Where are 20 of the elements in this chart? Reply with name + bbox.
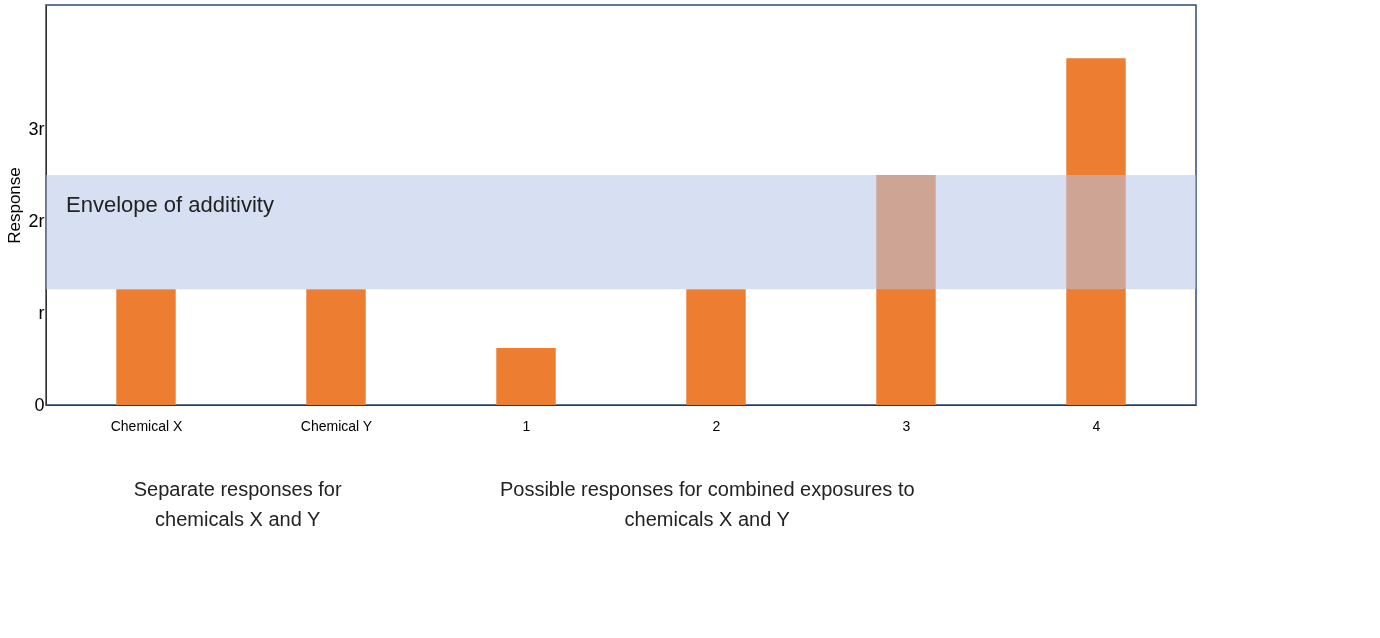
x-tick-label: 1: [522, 417, 531, 434]
bar: [496, 347, 556, 405]
text: Possible responses for combined exposures to chemicals X and Y: [499, 478, 915, 530]
y-axis-title: Response: [5, 167, 25, 244]
x-tick-label: 2: [712, 417, 721, 434]
y-tick-label: 0: [34, 394, 45, 415]
bar: [876, 175, 936, 405]
bar: [686, 289, 746, 405]
bar: [116, 289, 176, 405]
band-label: Envelope of additivity: [66, 192, 274, 218]
bar: [1066, 58, 1126, 405]
x-tick-label: Chemical X: [110, 417, 183, 434]
x-tick-label: Chemical Y: [300, 417, 373, 434]
y-tick-label: 2r: [28, 210, 45, 231]
y-tick-label: r: [38, 302, 45, 323]
x-tick-label: 4: [1092, 417, 1101, 434]
y-tick-label: 3r: [28, 118, 45, 139]
text: Separate responses for chemicals X and Y: [133, 478, 342, 530]
x-tick-label: 3: [902, 417, 911, 434]
bar: [306, 289, 366, 405]
